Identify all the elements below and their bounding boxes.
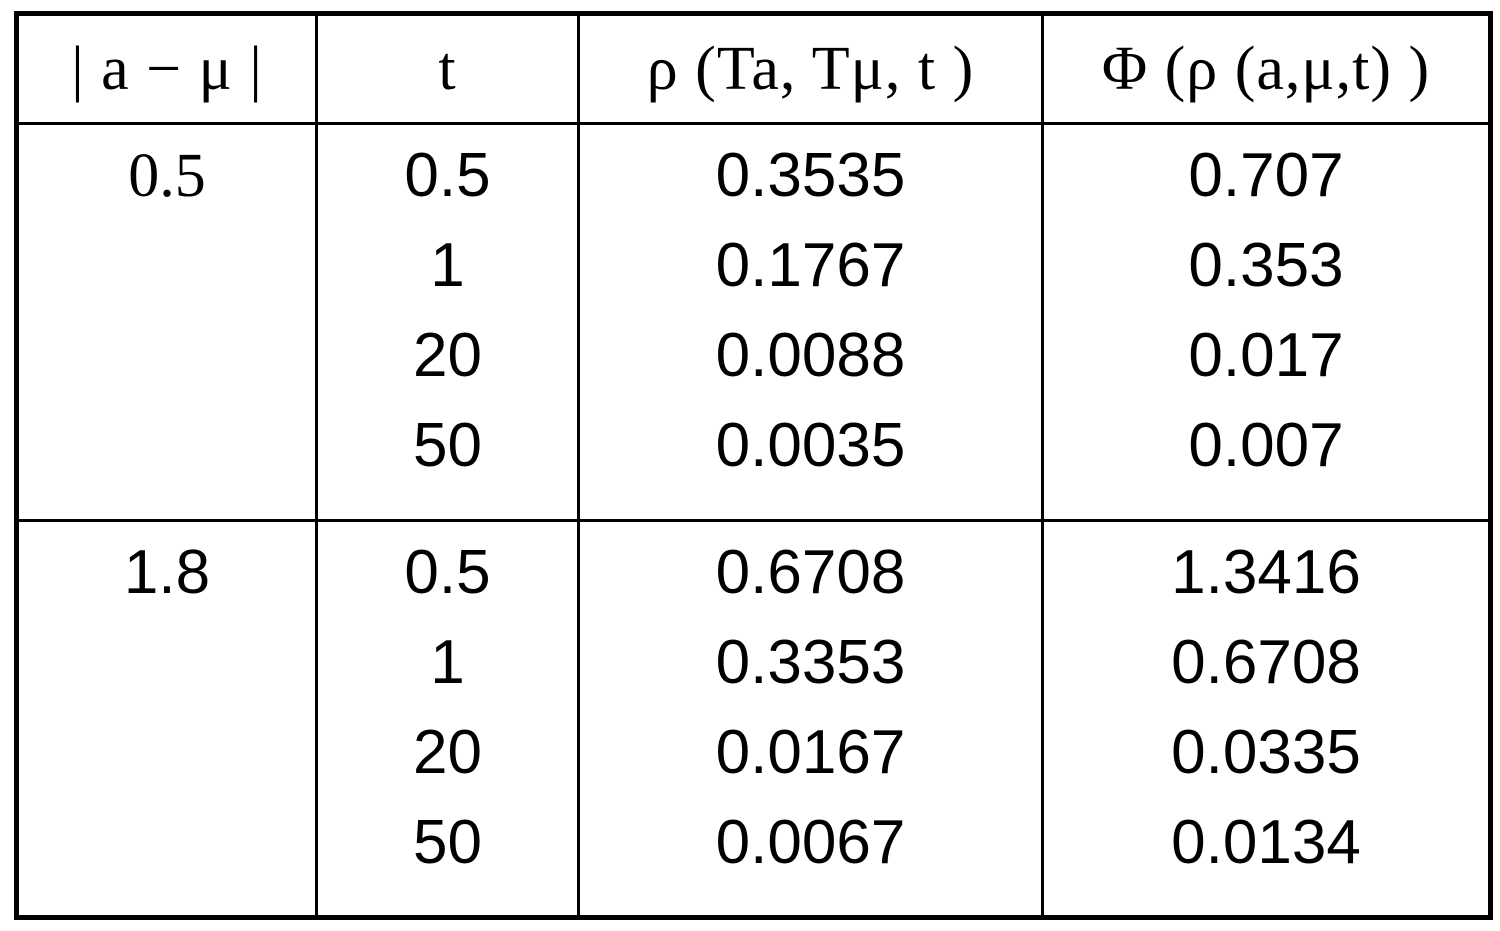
rho-value: 0.0067 (715, 808, 906, 877)
t-value: 20 (413, 718, 482, 787)
phi-value: 0.353 (1188, 231, 1344, 300)
cell-rho-group-1: 0.3535 0.1767 0.0088 0.0035 (577, 122, 1044, 522)
col-header-phi: Φ (ρ (a,μ,t) ) (1041, 12, 1492, 125)
cell-phi-group-2: 1.3416 0.6708 0.0335 0.0134 (1041, 519, 1492, 919)
phi-value: 0.007 (1188, 411, 1344, 480)
phi-value: 0.017 (1188, 321, 1344, 390)
results-table: | a − μ | t ρ (Ta, Tμ, t ) Φ (ρ (a,μ,t) … (14, 11, 1493, 920)
phi-value: 0.6708 (1171, 628, 1361, 697)
t-value: 50 (413, 808, 482, 877)
t-value: 1 (430, 628, 465, 697)
cell-t-group-2: 0.5 1 20 50 (315, 519, 580, 919)
cell-t-group-1: 0.5 1 20 50 (315, 122, 580, 522)
t-value: 0.5 (404, 141, 491, 210)
cell-a-mu-group-1: 0.5 (15, 122, 318, 522)
phi-value: 0.707 (1188, 141, 1344, 210)
t-value: 50 (413, 411, 482, 480)
rho-value: 0.0167 (715, 718, 906, 787)
cell-phi-group-1: 0.707 0.353 0.017 0.007 (1041, 122, 1492, 522)
t-value: 1 (430, 231, 465, 300)
t-value: 20 (413, 321, 482, 390)
header-row: | a − μ | t ρ (Ta, Tμ, t ) Φ (ρ (a,μ,t) … (15, 12, 1492, 125)
rho-value: 0.3353 (715, 628, 906, 697)
cell-a-mu-group-2: 1.8 (15, 519, 318, 919)
col-header-abs-a-minus-mu: | a − μ | (15, 12, 318, 125)
a-mu-value: 0.5 (128, 142, 206, 210)
t-value: 0.5 (404, 538, 491, 607)
cell-rho-group-2: 0.6708 0.3353 0.0167 0.0067 (577, 519, 1044, 919)
table-row-group-1: 0.5 0.5 1 20 50 0.3535 0.1767 0.0088 0.0… (15, 122, 1492, 522)
a-mu-value: 1.8 (123, 538, 211, 607)
rho-value: 0.1767 (715, 231, 906, 300)
phi-value: 0.0335 (1171, 718, 1361, 787)
col-header-rho: ρ (Ta, Tμ, t ) (577, 12, 1044, 125)
phi-value: 1.3416 (1171, 538, 1361, 607)
rho-value: 0.3535 (715, 141, 906, 210)
rho-value: 0.0035 (715, 411, 906, 480)
col-header-t: t (315, 12, 580, 125)
rho-value: 0.6708 (715, 538, 906, 607)
phi-value: 0.0134 (1171, 808, 1361, 877)
rho-value: 0.0088 (715, 321, 906, 390)
table-row-group-2: 1.8 0.5 1 20 50 0.6708 0.3353 0.0167 0.0… (15, 519, 1492, 919)
